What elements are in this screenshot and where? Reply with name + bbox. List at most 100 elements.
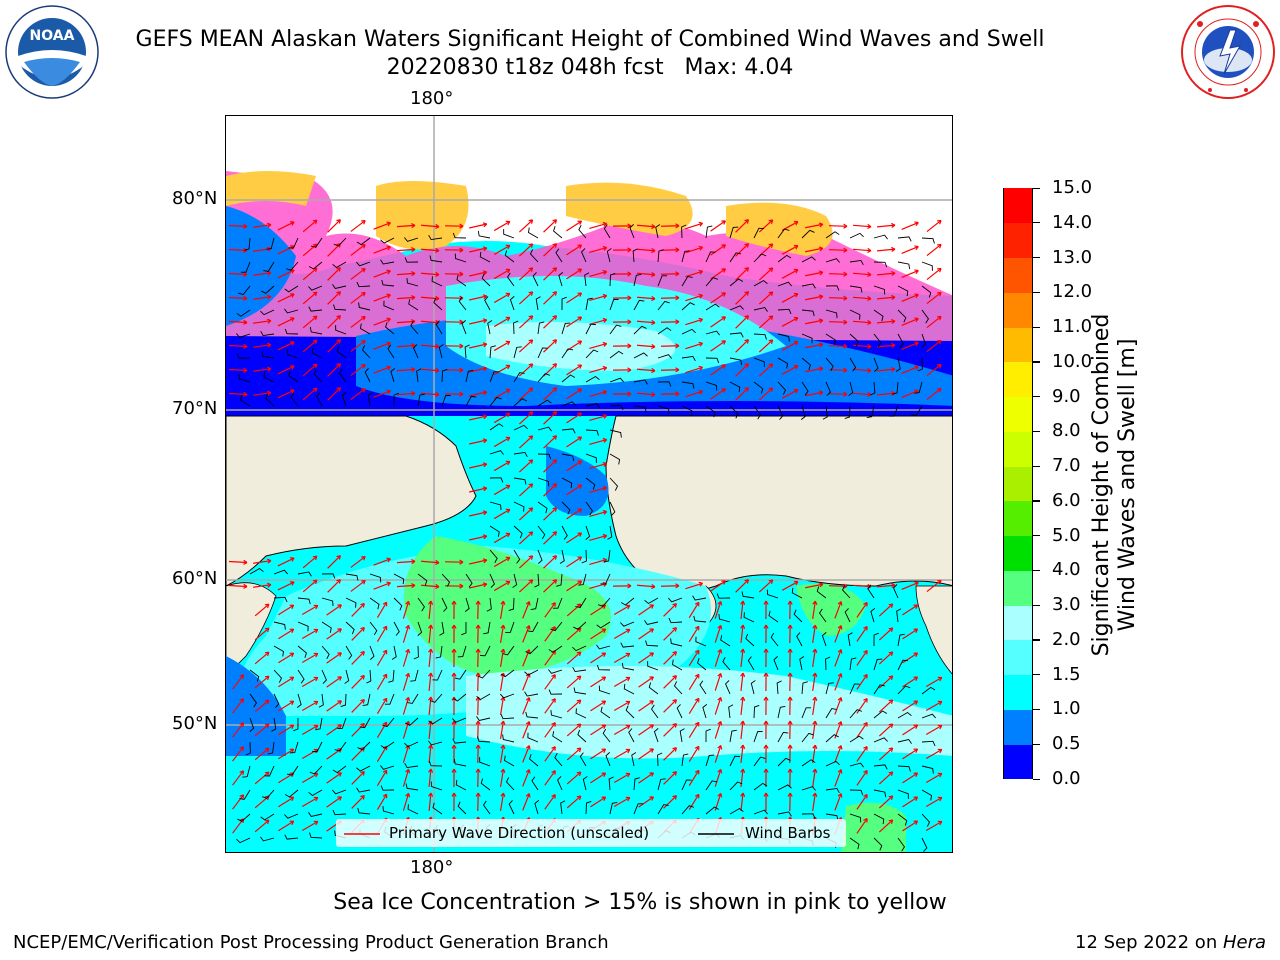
- wind-barb: [297, 621, 309, 632]
- wave-arrow: [254, 699, 270, 713]
- wind-barb: [264, 765, 275, 777]
- wind-barb: [849, 735, 864, 743]
- wave-arrowhead: [382, 673, 388, 679]
- wind-barb: [716, 593, 731, 599]
- wave-arrowhead: [482, 414, 488, 420]
- wave-arrowhead: [525, 601, 531, 606]
- wind-barb: [768, 610, 779, 623]
- wave-arrow: [469, 295, 487, 301]
- wind-barb: [561, 296, 567, 311]
- colorbar-tick-label: 0.0: [1052, 768, 1081, 789]
- wave-arrow: [518, 459, 534, 473]
- wind-barb: [777, 228, 790, 239]
- wind-barb: [673, 681, 683, 695]
- wind-barb: [651, 704, 659, 719]
- wave-arrowhead: [266, 582, 272, 588]
- wind-barb: [657, 354, 672, 359]
- wave-arrow: [373, 294, 391, 302]
- wave-arrowhead: [312, 339, 318, 345]
- wind-barb: [465, 370, 474, 383]
- wind-barb: [657, 752, 663, 767]
- wind-barb: [743, 612, 755, 623]
- wave-arrow: [638, 724, 654, 736]
- wind-barb: [284, 789, 299, 798]
- wind-barb: [585, 477, 596, 490]
- wind-barb: [681, 302, 695, 311]
- wave-arrow: [660, 345, 680, 347]
- wind-barb: [575, 597, 587, 608]
- wave-arrowhead: [528, 291, 534, 296]
- wave-arrowhead: [435, 367, 440, 374]
- wave-arrowhead: [482, 270, 488, 276]
- wave-arrowhead: [602, 509, 608, 515]
- wave-arrowhead: [435, 271, 440, 278]
- wind-barb: [273, 645, 284, 657]
- wave-arrow: [499, 745, 505, 763]
- colorbar-tick-label: 3.0: [1052, 594, 1081, 616]
- wind-barb: [921, 285, 932, 298]
- wave-arrow: [493, 340, 511, 352]
- wind-barb: [609, 404, 624, 411]
- wave-arrowhead: [625, 772, 631, 778]
- wind-barb: [321, 573, 336, 579]
- wave-arrowhead: [937, 339, 942, 345]
- wave-arrowhead: [812, 648, 818, 654]
- wind-barb: [537, 453, 552, 460]
- wave-arrow: [566, 532, 582, 544]
- wave-arrow: [253, 272, 271, 276]
- colorbar-tick-label: 12.0: [1052, 281, 1093, 303]
- wave-arrow: [544, 602, 556, 618]
- wind-barb: [729, 755, 740, 767]
- wave-arrowhead: [435, 247, 440, 254]
- wind-barb: [273, 669, 283, 683]
- wave-arrowhead: [675, 295, 680, 301]
- wave-arrowhead: [435, 223, 440, 230]
- wave-arrow: [566, 508, 582, 520]
- wave-arrow: [326, 772, 342, 784]
- wind-barb: [308, 285, 323, 291]
- wind-barb: [729, 226, 739, 239]
- wave-arrow: [688, 722, 700, 738]
- wave-arrowhead: [694, 793, 700, 799]
- wind-barb: [309, 326, 323, 335]
- wave-arrowhead: [867, 247, 872, 254]
- wave-arrow: [758, 291, 774, 305]
- wave-arrow: [493, 220, 511, 232]
- wave-arrowhead: [768, 315, 774, 320]
- wind-barb: [897, 739, 912, 744]
- wave-arrowhead: [361, 579, 366, 585]
- wind-barb: [404, 741, 419, 748]
- wave-arrow: [493, 316, 511, 328]
- wind-barb: [504, 755, 515, 767]
- lat-label-60: 60°N: [172, 568, 218, 589]
- wave-arrowhead: [914, 581, 919, 587]
- wave-arrowhead: [763, 768, 769, 773]
- wind-barb: [801, 786, 816, 791]
- wave-arrow: [926, 579, 942, 593]
- wind-barb: [293, 717, 299, 732]
- map-canvas: [226, 116, 952, 852]
- wave-arrow: [350, 364, 366, 376]
- wind-barb: [633, 325, 647, 335]
- wave-arrow: [638, 676, 654, 688]
- wave-arrow: [902, 772, 918, 784]
- wind-barb: [508, 597, 515, 612]
- wave-arrowhead: [717, 624, 723, 630]
- wave-arrow: [228, 248, 248, 252]
- wind-barb: [849, 762, 864, 768]
- wave-arrowhead: [360, 770, 365, 776]
- wave-arrow: [740, 672, 744, 692]
- wave-arrowhead: [577, 220, 583, 225]
- wave-arrow: [834, 649, 842, 667]
- wave-arrowhead: [386, 317, 391, 323]
- wind-barb: [897, 309, 907, 323]
- wind-barb: [316, 392, 323, 407]
- wave-arrow: [327, 339, 341, 353]
- wave-arrowhead: [290, 365, 295, 370]
- wave-arrow: [428, 672, 432, 692]
- wave-arrow: [543, 219, 557, 233]
- wave-arrow: [852, 392, 872, 396]
- wave-arrow: [351, 723, 365, 737]
- wave-arrow: [278, 796, 294, 808]
- wind-barb: [537, 525, 546, 540]
